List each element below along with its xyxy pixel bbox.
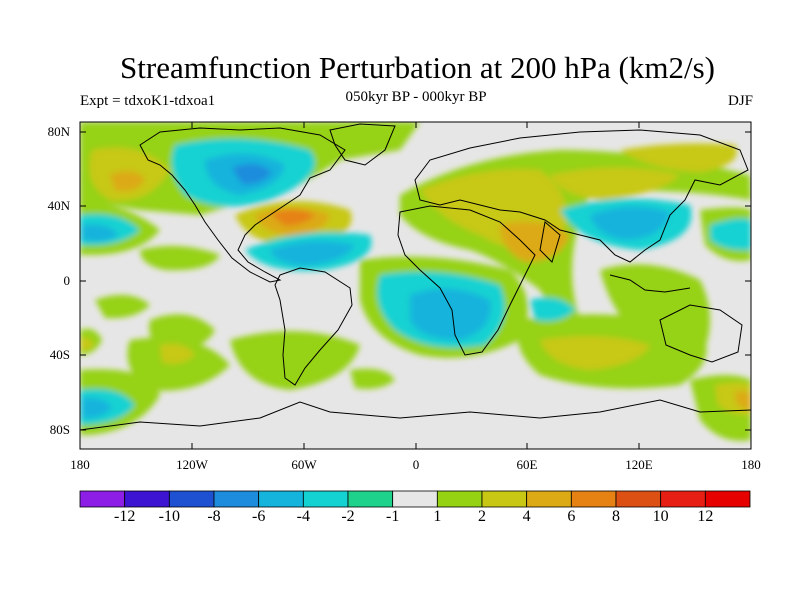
map-panel [80,122,751,449]
lat-tick-0: 0 [63,273,71,288]
experiment-label: Expt = tdxoK1-tdxoa1 [80,93,216,109]
chart-title: Streamfunction Perturbation at 200 hPa (… [120,50,715,85]
anomaly-region-cyan [410,288,491,340]
colorbar-swatch [481,490,528,508]
anomaly-region-cyan [270,241,355,266]
anomaly-region-cyan [82,224,118,242]
anomaly-region-teal [530,297,575,322]
axis-ticks [80,122,751,449]
anomaly-region-olive [550,167,680,200]
anomaly-region-orange [110,171,145,192]
colorbar-swatch [124,490,170,508]
lon-tick-180e: 180 [741,457,761,472]
colorbar-label: 8 [612,508,620,525]
eurasia-coast [414,129,749,263]
chart-subtitle: 050kyr BP - 000kyr BP [345,89,487,105]
anomaly-region-lime [95,295,150,319]
anomaly-region-lime [350,368,395,389]
north-america-coast [139,127,346,283]
anomaly-region-lime [140,246,220,271]
colorbar-label: -6 [251,508,266,525]
lat-tick-80s: 80S [49,422,70,437]
anomaly-region-cyan [82,397,112,419]
lon-tick-120e: 120E [625,457,653,472]
anomaly-region-orange [500,221,570,262]
lat-tick-80n: 80N [47,124,70,139]
colorbar-swatch [436,490,483,508]
africa-coast [397,205,536,356]
colorbar-swatch [258,490,304,508]
colorbar-label: -1 [385,508,400,525]
colorbar-swatch [213,490,260,508]
colorbar-label: -10 [158,508,180,525]
greenland-coast [329,123,396,166]
colorbar-label: 6 [567,508,576,525]
anomaly-region-lime [127,337,230,391]
anomaly-region-olive [540,336,650,370]
colorbar-swatch [660,490,706,508]
anomaly-region-orange [735,391,751,410]
colorbar-swatch [704,490,751,508]
lon-tick-0: 0 [412,457,420,472]
lon-tick-60e: 60E [516,457,538,472]
anomaly-region-olive [620,143,737,172]
lat-tick-40n: 40N [47,198,70,213]
colorbar-swatch [168,490,215,508]
colorbar-label: 1 [433,508,442,525]
colorbar-swatch [392,490,438,508]
anomaly-region-teal [710,218,751,251]
australia-coast [659,304,743,363]
india-coast [539,221,561,263]
anomaly-region-olive [160,343,195,364]
anomaly-region-dark_orange [270,209,315,226]
maritime-continent-coast [609,274,691,293]
lon-tick-120w: 120W [176,457,208,472]
colorbar-label: 2 [478,508,486,525]
colorbar-swatch [615,490,662,508]
colorbar-label: 4 [522,508,531,525]
colorbar-swatch [79,490,126,508]
colorbar-swatch [570,490,617,508]
colorbar-swatch [302,490,349,508]
colorbar-swatch [347,490,394,508]
season-label: DJF [727,93,753,109]
colorbar-label: -4 [296,508,310,525]
anomaly-region-cyan [590,206,670,240]
anomaly-region-lime [230,331,360,390]
lon-tick-60w: 60W [291,457,317,472]
colorbar-label: 12 [697,508,714,525]
colorbar-label: -12 [113,508,136,525]
colorbar [79,490,751,508]
colorbar-label: -8 [207,508,221,525]
colorbar-label: -2 [341,508,355,525]
colorbar-swatch [526,490,572,508]
anomaly-region-olive [80,337,94,351]
anomaly-region-blue [232,163,272,185]
coastlines [80,123,751,431]
colorbar-label: 10 [652,508,669,525]
lon-tick-180w: 180 [70,457,90,472]
lat-tick-40s: 40S [49,347,70,362]
antarctica-coast [80,399,751,431]
south-america-coast [274,267,353,386]
streamfunction-field [80,122,751,441]
